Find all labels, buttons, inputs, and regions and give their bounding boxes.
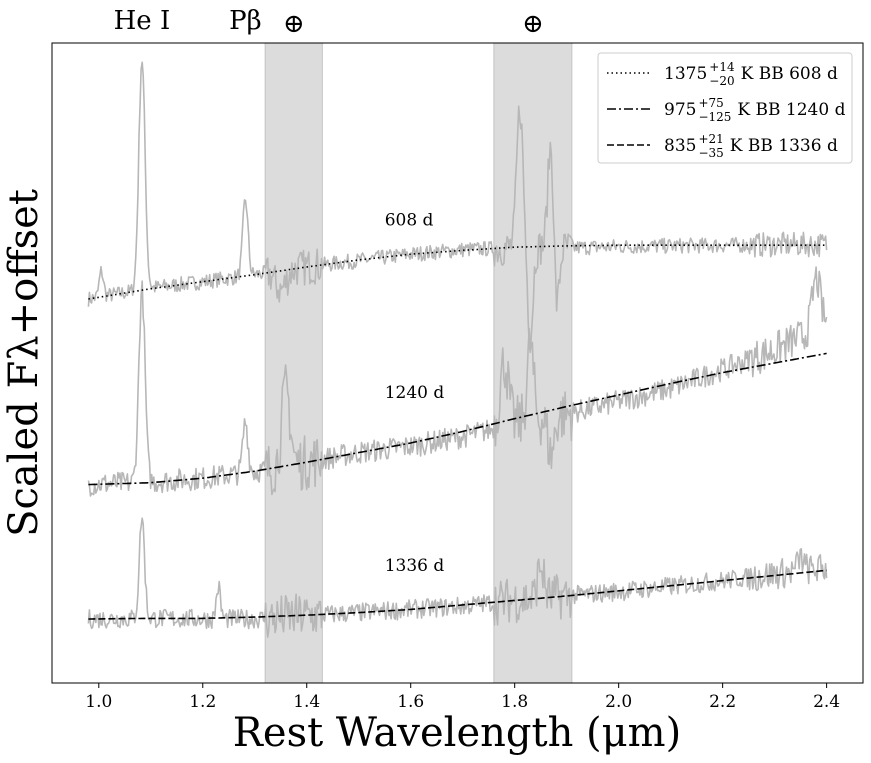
x-tick-label: 1.4 [293, 692, 320, 712]
telluric-symbol: ⊕ [522, 9, 544, 39]
top-labels: He I Pβ ⊕ ⊕ [114, 6, 544, 39]
model-line-3 [88, 569, 827, 620]
x-tick-label: 1.0 [85, 692, 112, 712]
x-tick-label: 2.0 [605, 692, 632, 712]
epoch-label: 608 d [385, 210, 434, 230]
legend-label: K BB 1336 d [730, 136, 838, 156]
blackbody-models [88, 244, 827, 620]
line-label: Pβ [229, 6, 262, 36]
legend-lower-error: −35 [698, 146, 723, 160]
model-line-2 [88, 352, 827, 486]
legend-lower-error: −125 [698, 110, 731, 124]
legend-temperature: 1375 [664, 64, 707, 84]
x-tick-label: 1.8 [501, 692, 528, 712]
legend: 1375 +14−20 K BB 608 d 975 +75−125 K BB 1240 … [597, 52, 853, 164]
epoch-label: 1336 d [385, 556, 445, 576]
plot-frame [51, 42, 864, 684]
telluric-symbol: ⊕ [283, 9, 305, 39]
x-axis-title: Rest Wavelength (μm) [233, 710, 681, 756]
epoch-label: 1240 d [385, 383, 445, 403]
epoch-labels: 608 d 1240 d 1336 d [385, 210, 445, 576]
legend-box [597, 52, 853, 164]
x-tick-label: 2.4 [813, 692, 840, 712]
line-label: He I [114, 6, 171, 36]
spectrum-2 [87, 266, 828, 497]
x-tick-label: 1.2 [189, 692, 216, 712]
legend-temperature: 835 [664, 136, 696, 156]
x-axis-ticks: 1.0 1.2 1.4 1.6 1.8 2.0 2.2 2.4 [85, 683, 840, 712]
legend-upper-error: +21 [698, 132, 723, 146]
legend-label: K BB 608 d [741, 64, 838, 84]
x-tick-label: 1.6 [397, 692, 424, 712]
legend-upper-error: +75 [698, 96, 723, 110]
spectrum-3 [87, 517, 828, 638]
observed-spectra [87, 61, 828, 638]
legend-upper-error: +14 [709, 60, 735, 74]
legend-label: K BB 1240 d [737, 100, 845, 120]
telluric-band-1 [264, 42, 323, 684]
x-tick-label: 2.2 [709, 692, 736, 712]
spectrum-1 [87, 61, 828, 354]
y-axis-title: Scaled Fλ+offset [1, 189, 47, 537]
legend-temperature: 975 [664, 100, 696, 120]
legend-lower-error: −20 [709, 74, 734, 88]
